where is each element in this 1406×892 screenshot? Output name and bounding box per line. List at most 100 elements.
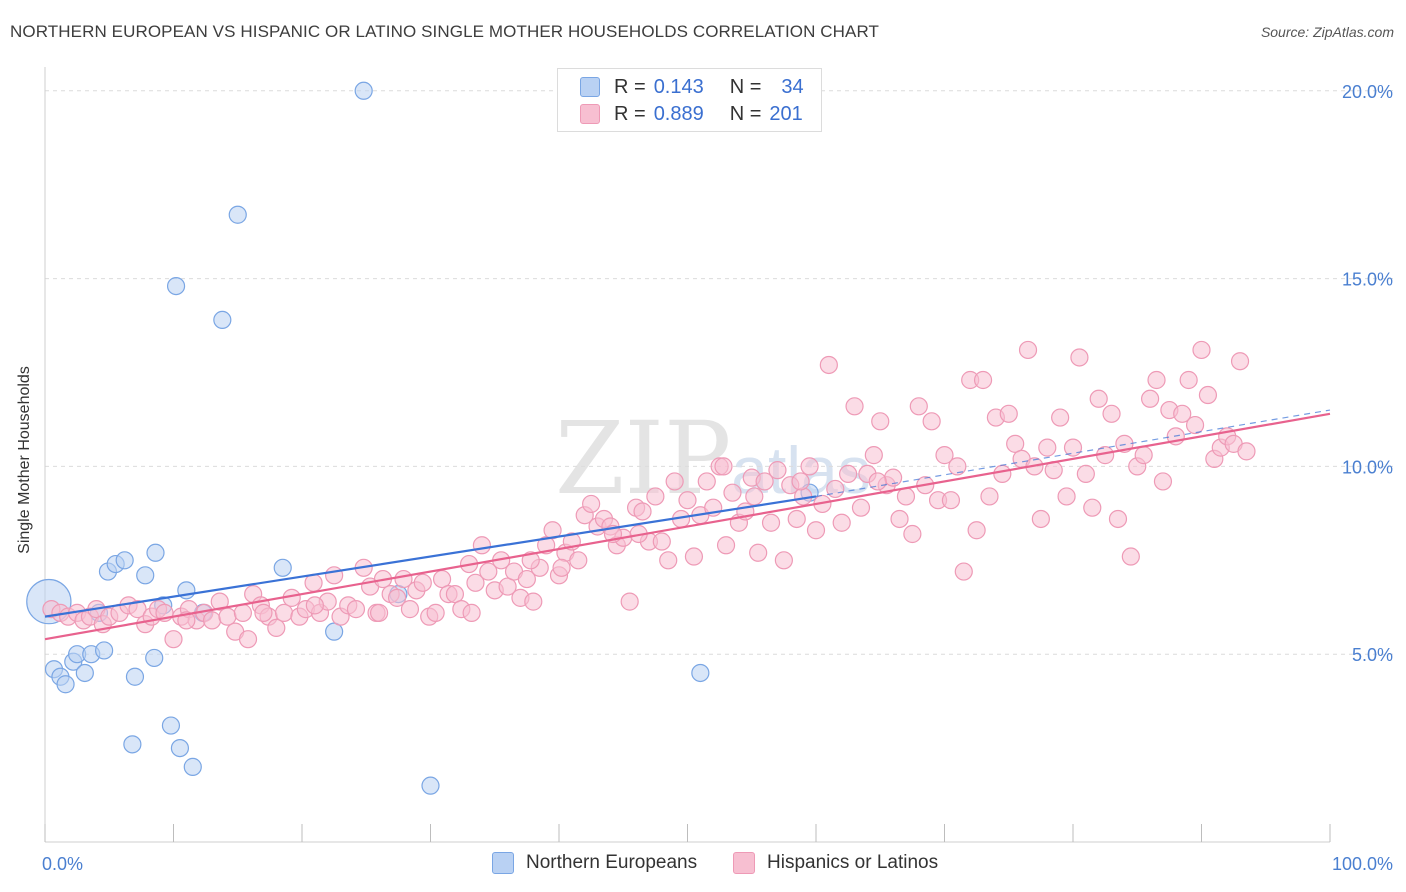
hispanics-point	[1018, 340, 1038, 360]
hispanics-point	[1038, 438, 1057, 457]
hispanics-point	[909, 397, 928, 416]
hispanics-point	[652, 532, 671, 551]
northern-europeans-point	[161, 716, 181, 735]
northern-europeans-point	[354, 81, 373, 100]
hispanics-point	[999, 404, 1018, 423]
hispanics-point	[1173, 404, 1192, 423]
hispanics-point	[128, 600, 147, 619]
hispanics-point	[445, 584, 465, 604]
northern-europeans-point	[325, 622, 344, 641]
source-label: Source: ZipAtlas.com	[1260, 24, 1394, 40]
hispanics-point	[646, 487, 665, 506]
legend-item-northern-europeans: Northern Europeans	[492, 852, 697, 874]
legend-r-label: R =	[614, 75, 646, 98]
legend-row-hispanics: R = 0.889 N = 201	[580, 102, 803, 126]
northern-europeans-point	[125, 667, 145, 686]
hispanics-point	[941, 491, 961, 510]
y-tick-label: 10.0%	[1342, 457, 1393, 477]
hispanics-point	[254, 603, 273, 622]
hispanics-point	[387, 588, 407, 607]
stats-legend: R = 0.143 N = 34 R = 0.889 N = 201	[557, 68, 822, 132]
northern-europeans-point	[421, 776, 440, 795]
hispanics-point	[935, 446, 954, 465]
northern-europeans-point	[213, 310, 232, 330]
hispanics-point	[305, 596, 324, 615]
hispanics-point	[304, 573, 323, 592]
hispanics-point	[1063, 438, 1083, 457]
y-tick-label: 5.0%	[1352, 645, 1393, 665]
northern-europeans-point	[166, 276, 186, 296]
legend-r-value: 0.143	[653, 75, 704, 98]
hispanics-point	[569, 551, 588, 570]
legend-n-label: N =	[729, 102, 762, 125]
hispanics-point	[274, 603, 294, 622]
hispanics-point	[1140, 389, 1160, 408]
hispanics-point	[1121, 547, 1140, 566]
northern-europeans-point	[145, 648, 164, 668]
hispanics-point	[871, 412, 890, 431]
y-tick-label: 20.0%	[1342, 82, 1393, 102]
hispanics-point	[1108, 509, 1128, 529]
hispanics-point	[745, 487, 764, 506]
hispanics-point	[716, 536, 736, 555]
hispanics-point	[1057, 487, 1076, 506]
northern-europeans-trendline	[44, 495, 817, 618]
hispanics-point	[839, 464, 858, 484]
hispanics-point	[267, 618, 286, 638]
hispanics-point	[903, 524, 922, 544]
northern-europeans-trendline-extension	[815, 409, 1331, 498]
hispanics-point	[890, 509, 909, 529]
hispanics-point	[980, 487, 999, 506]
northern-europeans-point	[95, 641, 114, 660]
hispanics-point	[948, 457, 967, 476]
legend-item-label: Northern Europeans	[526, 852, 698, 873]
hispanics-point	[967, 521, 986, 540]
hispanics-point	[761, 513, 781, 532]
hispanics-point	[466, 573, 485, 592]
hispanics-point	[370, 603, 389, 622]
hispanics-point	[498, 577, 517, 596]
legend-item-hispanics: Hispanics or Latinos	[733, 852, 938, 874]
hispanics-point	[723, 483, 742, 502]
hispanics-point	[774, 551, 793, 570]
chart-title: NORTHERN EUROPEAN VS HISPANIC OR LATINO …	[10, 22, 880, 41]
hispanics-point	[325, 566, 344, 585]
hispanics-point	[1147, 370, 1166, 390]
hispanics-point	[832, 513, 851, 532]
legend-swatch-pink	[580, 104, 600, 124]
hispanics-point	[620, 592, 639, 611]
hispanics-point	[1076, 464, 1095, 484]
legend-swatch-blue	[580, 77, 600, 97]
northern-europeans-point	[56, 675, 75, 694]
hispanics-point	[768, 461, 787, 480]
northern-europeans-point	[170, 738, 190, 758]
legend-item-label: Hispanics or Latinos	[767, 852, 939, 873]
hispanics-point	[346, 600, 366, 619]
hispanics-point	[845, 397, 864, 416]
hispanics-point	[806, 521, 826, 540]
legend-row-northern-europeans: R = 0.143 N = 34	[580, 75, 804, 99]
legend-r-label: R =	[614, 102, 646, 125]
hispanics-point	[426, 603, 445, 622]
legend-n-value: 201	[769, 102, 803, 125]
legend-swatch-pink	[733, 852, 755, 874]
hispanics-point	[684, 547, 704, 566]
hispanics-point	[472, 536, 491, 555]
hispanics-point	[896, 487, 916, 506]
northern-europeans-point	[146, 543, 165, 562]
legend-n-value: 34	[781, 75, 804, 98]
hispanics-point	[1006, 434, 1025, 453]
hispanics-point	[1089, 389, 1108, 408]
hispanics-point	[524, 592, 543, 611]
hispanics-point	[1198, 385, 1218, 405]
hispanics-point	[543, 521, 562, 540]
hispanics-point	[400, 600, 420, 619]
x-tick-label: 0.0%	[42, 854, 83, 874]
hispanics-point	[164, 630, 183, 649]
hispanics-point	[851, 498, 871, 517]
northern-europeans-point	[183, 757, 202, 776]
hispanics-point	[218, 607, 237, 626]
northern-europeans-point	[75, 663, 94, 683]
hispanics-point	[678, 491, 697, 510]
